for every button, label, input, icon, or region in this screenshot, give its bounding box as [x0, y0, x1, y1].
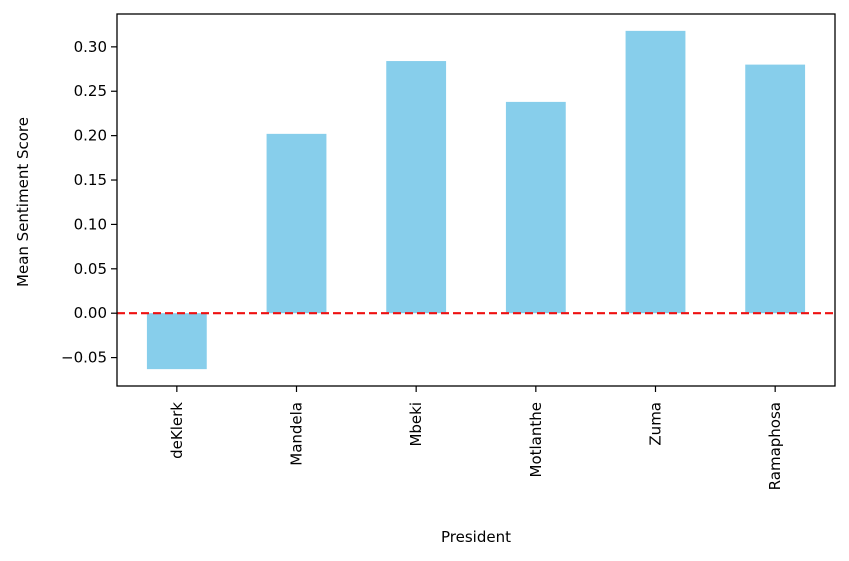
x-tick-label: Zuma [647, 402, 665, 446]
x-axis: deKlerk Mandela Mbeki Motlanthe Zuma Ramaphos… [168, 386, 784, 490]
bar-zuma [625, 30, 686, 314]
y-tick-label: 0.25 [74, 82, 107, 100]
y-tick-label: 0.30 [74, 38, 107, 56]
y-axis-label: Mean Sentiment Score [14, 117, 32, 287]
x-tick-label: Motlanthe [527, 402, 545, 477]
x-axis-label: President [441, 528, 511, 546]
y-tick-label: 0.20 [74, 127, 107, 145]
x-tick-label: deKlerk [168, 402, 186, 459]
y-tick-label: 0.00 [74, 304, 107, 322]
plot-frame [116, 13, 836, 387]
y-tick-label: −0.05 [61, 349, 107, 367]
y-tick-label: 0.10 [74, 215, 107, 233]
y-axis: −0.05 0.00 0.05 0.10 0.15 0.20 0.25 0.30 [61, 38, 117, 367]
bars-group [146, 30, 806, 370]
y-tick-label: 0.05 [74, 260, 107, 278]
x-tick-label: Ramaphosa [766, 402, 784, 490]
bar-motlanthe [505, 101, 566, 314]
y-tick-label: 0.15 [74, 171, 107, 189]
x-tick-label: Mbeki [407, 402, 425, 447]
bar-deklerk [146, 313, 207, 370]
bar-mbeki [386, 61, 447, 314]
x-tick-label: Mandela [288, 402, 306, 466]
bar-ramaphosa [745, 64, 806, 314]
bar-mandela [266, 133, 327, 314]
